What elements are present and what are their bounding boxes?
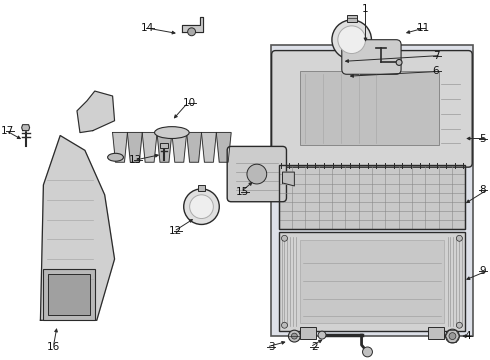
Bar (347, 15, 357, 22)
Text: 7: 7 (433, 50, 440, 60)
Polygon shape (127, 132, 142, 162)
Circle shape (184, 189, 220, 225)
Bar (278, 165, 466, 229)
Bar (270, 45, 473, 336)
Text: 5: 5 (479, 134, 486, 144)
FancyBboxPatch shape (271, 50, 472, 167)
Circle shape (282, 235, 288, 241)
Polygon shape (142, 132, 157, 162)
Circle shape (338, 26, 366, 54)
Circle shape (289, 330, 300, 342)
Bar (49, 274, 90, 315)
Circle shape (332, 20, 371, 59)
Circle shape (363, 347, 372, 357)
Bar (300, 240, 443, 323)
Circle shape (449, 333, 456, 339)
Text: 3: 3 (268, 342, 274, 352)
Circle shape (318, 331, 326, 339)
Polygon shape (113, 132, 127, 162)
Text: 9: 9 (479, 266, 486, 276)
Bar (278, 165, 466, 229)
Bar (300, 327, 316, 339)
Circle shape (396, 59, 402, 66)
Circle shape (282, 322, 288, 328)
Text: 12: 12 (169, 226, 182, 237)
Polygon shape (22, 125, 29, 131)
Bar (160, 143, 168, 148)
Polygon shape (283, 172, 294, 186)
Text: 17: 17 (0, 126, 14, 136)
Text: 16: 16 (47, 342, 60, 352)
Circle shape (188, 28, 196, 36)
Text: 13: 13 (129, 155, 142, 165)
FancyBboxPatch shape (227, 147, 287, 202)
Bar (428, 327, 443, 339)
Bar (44, 269, 95, 320)
Text: 11: 11 (417, 23, 430, 33)
Circle shape (456, 322, 463, 328)
Polygon shape (216, 132, 231, 162)
Bar (300, 71, 439, 145)
FancyBboxPatch shape (342, 40, 401, 74)
Polygon shape (182, 17, 203, 32)
Polygon shape (157, 132, 172, 162)
Circle shape (456, 235, 463, 241)
Bar (278, 232, 466, 331)
Polygon shape (41, 135, 115, 320)
Ellipse shape (154, 127, 189, 139)
Text: 14: 14 (141, 23, 154, 33)
Circle shape (247, 164, 267, 184)
Text: 1: 1 (362, 4, 369, 14)
Text: 2: 2 (312, 342, 318, 352)
Text: 15: 15 (236, 187, 249, 197)
Text: 10: 10 (182, 98, 196, 108)
Ellipse shape (108, 153, 123, 161)
Text: 6: 6 (433, 66, 440, 76)
Polygon shape (77, 91, 115, 132)
Circle shape (292, 333, 297, 339)
Text: 4: 4 (465, 331, 471, 341)
Polygon shape (187, 132, 201, 162)
Polygon shape (172, 132, 187, 162)
Text: 8: 8 (479, 185, 486, 195)
Bar (197, 185, 205, 191)
Circle shape (190, 195, 213, 219)
Circle shape (445, 329, 459, 343)
Polygon shape (201, 132, 216, 162)
